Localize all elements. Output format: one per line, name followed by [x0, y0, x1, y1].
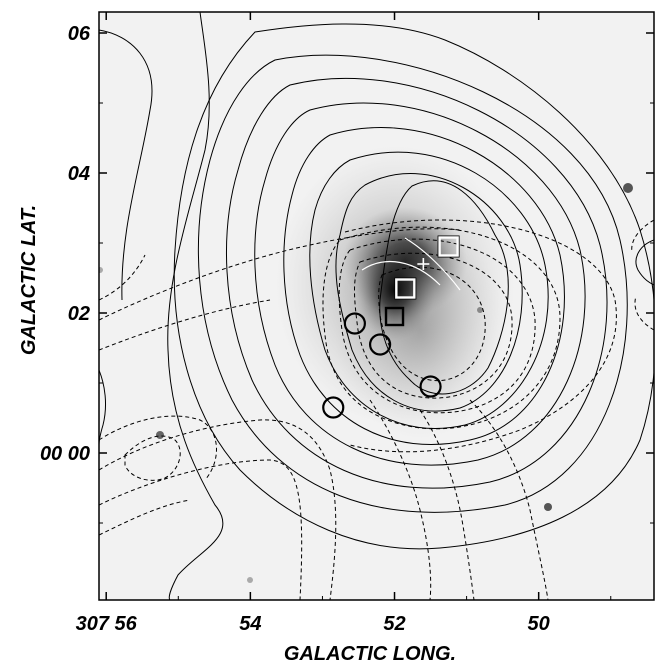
square-marker [438, 236, 459, 257]
dashed-contours [99, 219, 654, 600]
y-tick-label: 00 00 [40, 443, 90, 465]
dashed-contour [634, 295, 654, 331]
x-tick-label: 52 [383, 613, 405, 635]
solid-contour [226, 77, 608, 489]
dashed-contour [99, 299, 271, 351]
dashed-contour [631, 219, 654, 253]
x-tick-label: 50 [528, 613, 550, 635]
dashed-contour [99, 419, 337, 600]
solid-contour [254, 102, 586, 466]
dashed-contour [99, 459, 303, 600]
square-marker-outline [437, 235, 460, 258]
y-tick-label: 02 [68, 303, 90, 325]
dashed-contour [99, 228, 461, 321]
solid-contour [173, 23, 654, 550]
square-marker [384, 306, 405, 327]
x-axis-title: GALACTIC LONG. [284, 643, 456, 665]
white-arcs [361, 237, 461, 291]
dashed-contour [378, 266, 486, 382]
y-tick-label: 06 [68, 23, 91, 45]
x-tick-label: 54 [239, 613, 261, 635]
axis-ticks [99, 12, 654, 600]
solid-contour [197, 54, 628, 513]
white-arc [404, 237, 461, 291]
greyscale-image [99, 12, 654, 600]
circle-marker [322, 396, 345, 419]
dashed-contour [419, 409, 475, 600]
dashed-contour [322, 226, 561, 430]
source-markers [322, 235, 460, 419]
circle-marker [369, 333, 392, 356]
solid-contour [335, 173, 523, 412]
dashed-contour [469, 399, 549, 600]
square-marker-outline [394, 277, 417, 300]
dashed-contour [99, 499, 191, 536]
dashed-contour [338, 238, 536, 414]
plot-frame [98, 11, 655, 601]
dashed-contour [354, 252, 513, 399]
dashed-contour [124, 435, 181, 481]
solid-contour [635, 239, 654, 286]
y-axis-title: GALACTIC LAT. [18, 205, 40, 355]
circle-marker [343, 312, 366, 335]
solid-contours [99, 12, 654, 600]
solid-contour [167, 12, 224, 600]
solid-contour [309, 151, 549, 429]
solid-contour [283, 127, 565, 445]
x-tick-label: 307 56 [76, 613, 138, 635]
dashed-contour [99, 415, 217, 481]
white-arc [361, 261, 441, 286]
solid-contour [379, 180, 509, 395]
circle-marker [419, 375, 442, 398]
square-marker [395, 278, 416, 299]
dashed-contour [99, 254, 146, 301]
dashed-contour [369, 399, 432, 600]
solid-contour [99, 29, 153, 301]
y-tick-label: 04 [68, 163, 90, 185]
